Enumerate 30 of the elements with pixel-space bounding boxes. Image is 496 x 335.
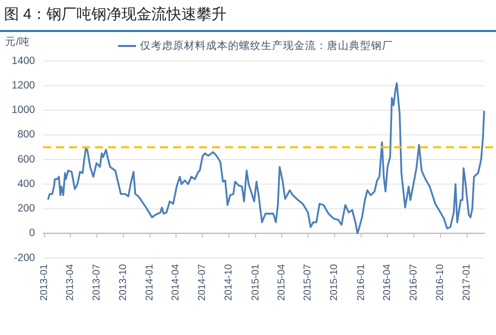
y-tick-label: 1200: [12, 79, 36, 92]
y-tick-label: 1400: [12, 54, 36, 67]
x-tick-label: 2017-01: [462, 264, 473, 301]
y-tick-label: 600: [17, 153, 36, 166]
x-tick-label: 2014-10: [224, 264, 235, 301]
x-tick-label: 2014-04: [170, 264, 182, 301]
x-tick-label: 2013-04: [65, 264, 76, 301]
x-tick-label: 2013-07: [91, 264, 102, 301]
line-series: [47, 82, 486, 234]
x-tick-label: 2014-07: [197, 264, 208, 301]
y-tick-label: 1000: [12, 104, 36, 116]
x-tick-label: 2016-10: [435, 264, 446, 301]
x-tick-label: 2014-01: [144, 264, 156, 301]
y-tick-label: 800: [17, 128, 36, 141]
x-tick-label: 2015-01: [250, 264, 262, 301]
x-tick-label: 2016-01: [356, 264, 367, 301]
x-tick-label: 2013-10: [118, 264, 130, 301]
y-tick-label: 0: [29, 227, 36, 240]
y-axis-title: 元/吨: [5, 35, 30, 48]
x-tick-label: 2015-04: [276, 264, 288, 301]
x-tick-label: 2016-04: [382, 264, 394, 301]
x-tick-label: 2015-07: [302, 264, 314, 301]
x-tick-label: 2015-10: [329, 264, 340, 301]
x-tick-label: 2013-01: [39, 264, 50, 301]
chart-title: 图 4：钢厂吨钢净现金流快速攀升: [4, 6, 227, 23]
y-tick-label: 400: [17, 178, 36, 190]
legend-label: 仅考虑原材料成本的螺纹生产现金流：唐山典型钢厂: [140, 38, 393, 52]
x-tick-label: 2016-07: [408, 264, 420, 301]
y-tick-label: 200: [17, 202, 36, 215]
y-tick-label: -200: [14, 252, 36, 264]
